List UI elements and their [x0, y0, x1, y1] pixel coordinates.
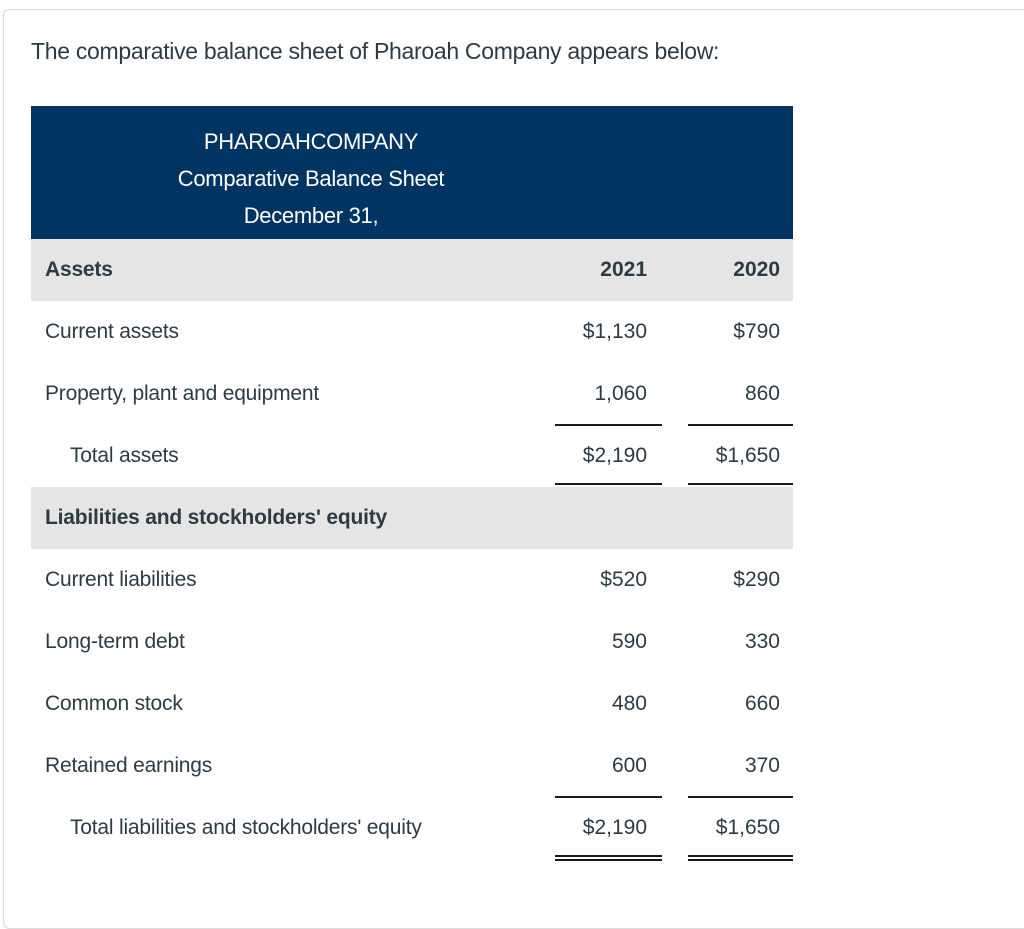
underline-2021 [555, 424, 662, 426]
value-2021: $520 [600, 568, 647, 591]
statement-title: Comparative Balance Sheet [177, 166, 445, 191]
assets-heading: Assets [45, 258, 113, 281]
table-row-current-liabilities: Current liabilities $520 $290 [31, 549, 793, 611]
assets-header-row: Assets 2021 2020 [31, 239, 793, 301]
balance-sheet-table: PHAROAHCOMPANY Comparative Balance Sheet… [31, 106, 793, 861]
value-2021: 590 [611, 630, 647, 653]
table-row-current-assets: Current assets $1,130 $790 [31, 301, 793, 363]
table-row-total-liabilities-equity: Total liabilities and stockholders' equi… [31, 797, 793, 861]
value-2021: $2,190 [582, 444, 647, 467]
value-2021: $2,190 [582, 816, 647, 839]
liabilities-header-row: Liabilities and stockholders' equity [31, 487, 793, 549]
value-2020: $290 [733, 568, 780, 591]
double-underline-2020 [688, 855, 793, 861]
table-row-common-stock: Common stock 480 660 [31, 673, 793, 735]
year-2020-heading: 2020 [733, 258, 780, 281]
year-2021-heading: 2021 [600, 258, 647, 281]
table-row-total-assets: Total assets $2,190 $1,650 [31, 425, 793, 489]
row-label: Total assets [70, 444, 179, 467]
underline-2021 [555, 796, 662, 798]
row-label: Current liabilities [45, 568, 197, 591]
table-row-ppe: Property, plant and equipment 1,060 860 [31, 363, 793, 426]
value-2021: $1,130 [582, 320, 647, 343]
value-2020: $1,650 [715, 444, 780, 467]
value-2020: 860 [744, 382, 780, 405]
underline-2020 [688, 424, 793, 426]
row-label: Total liabilities and stockholders' equi… [70, 816, 422, 839]
value-2020: 330 [744, 630, 780, 653]
value-2021: 1,060 [594, 382, 647, 405]
statement-date: December 31, [243, 203, 379, 228]
value-2020: 660 [744, 692, 780, 715]
table-row-retained-earnings: Retained earnings 600 370 [31, 735, 793, 798]
underline-2020 [688, 796, 793, 798]
intro-text: The comparative balance sheet of Pharoah… [31, 38, 720, 64]
value-2020: $1,650 [715, 816, 780, 839]
row-label: Property, plant and equipment [45, 382, 319, 405]
value-2021: 480 [611, 692, 647, 715]
table-row-long-term-debt: Long-term debt 590 330 [31, 611, 793, 673]
row-label: Current assets [45, 320, 179, 343]
row-label: Retained earnings [45, 754, 213, 777]
table-header: PHAROAHCOMPANY Comparative Balance Sheet… [31, 106, 793, 239]
value-2020: $790 [733, 320, 780, 343]
value-2021: 600 [611, 754, 647, 777]
company-name: PHAROAHCOMPANY [203, 129, 419, 154]
liabilities-heading: Liabilities and stockholders' equity [45, 506, 388, 529]
row-label: Common stock [45, 692, 183, 715]
value-2020: 370 [744, 754, 780, 777]
double-underline-2021 [555, 855, 662, 861]
row-label: Long-term debt [45, 630, 185, 653]
